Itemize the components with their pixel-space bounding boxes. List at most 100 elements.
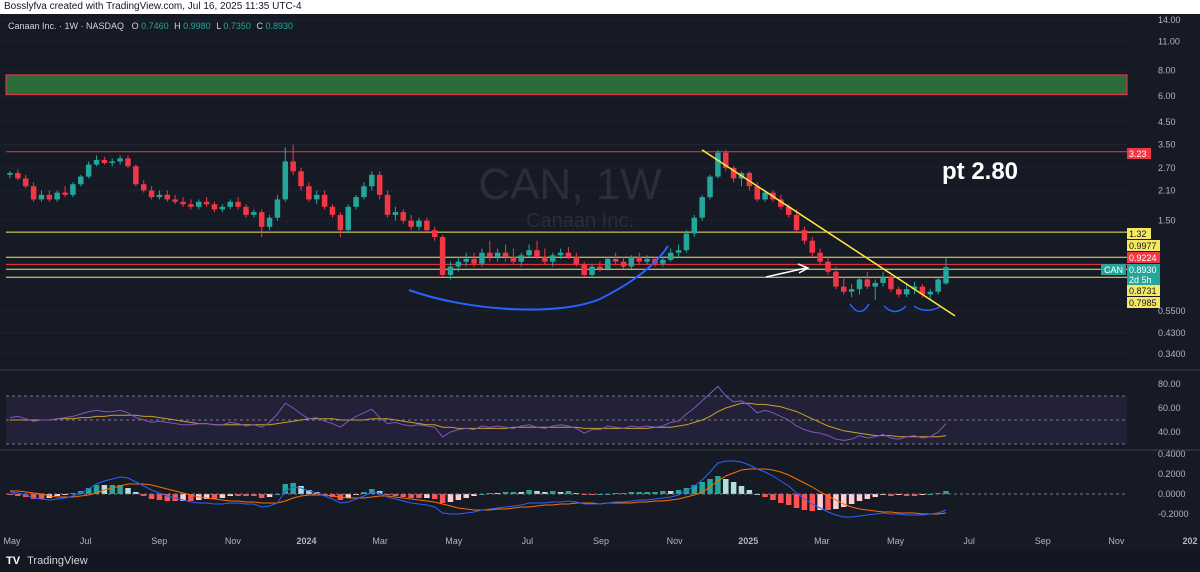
macd-histogram-bar — [439, 494, 446, 503]
resistance-zone[interactable] — [5, 74, 1128, 96]
tradingview-brand[interactable]: TradingView — [27, 555, 88, 567]
candle-body — [125, 158, 131, 167]
macd-histogram-bar — [345, 494, 351, 498]
candle-body — [345, 206, 351, 231]
tradingview-logo-icon[interactable]: TV — [6, 555, 21, 567]
bottom-curves[interactable] — [849, 303, 941, 313]
candle-body — [447, 266, 454, 275]
macd-histogram-bar — [699, 482, 705, 494]
macd-histogram-bar — [762, 494, 768, 497]
chart-area[interactable]: CAN, 1W Canaan Inc. pt 2.80 — [0, 14, 1200, 550]
candle-body — [856, 279, 863, 290]
macd-histogram-bar — [408, 494, 414, 498]
candle-body — [573, 257, 580, 265]
macd-histogram-bar — [109, 485, 116, 494]
candle-body — [699, 197, 705, 218]
badge-08731: 0.8731 — [1129, 286, 1157, 296]
rsi-lines — [6, 385, 1127, 445]
candle-body — [101, 159, 108, 163]
macd-axis[interactable]: 0.4000 0.2000 0.0000 -0.2000 — [1158, 449, 1189, 519]
author-credit: Bosslyfva created with TradingView.com, … — [4, 1, 302, 12]
candle-body — [785, 206, 792, 215]
candle-body — [864, 279, 871, 287]
candle-body — [282, 161, 289, 200]
candle-body — [46, 194, 53, 200]
macd-histogram-bar — [660, 491, 666, 494]
candle-body — [518, 255, 525, 262]
symbol-legend[interactable]: Canaan Inc. · 1W · NASDAQ O 0.7460 H 0.9… — [8, 21, 293, 31]
macd-histogram-bar — [15, 494, 21, 496]
candle-body — [778, 199, 784, 207]
svg-text:Canaan Inc. · 1W · NASDAQ: Canaan Inc. · 1W · NASDAQ O 0.7460 H 0.9… — [8, 21, 293, 31]
macd-line — [9, 460, 947, 518]
candle-body — [329, 206, 336, 215]
top-bar: Bosslyfva created with TradingView.com, … — [0, 0, 1200, 14]
badge-08731-bg — [1127, 285, 1160, 296]
rsi-pane[interactable] — [6, 385, 1127, 445]
macd-histogram-bar — [597, 494, 603, 495]
macd-histogram-bar — [243, 494, 249, 496]
candle-body — [78, 176, 84, 185]
candle-body — [93, 159, 100, 165]
rounded-bottom-curve[interactable] — [408, 245, 669, 311]
open-value: 0.7460 — [141, 21, 169, 31]
macd-histogram-bar — [298, 486, 304, 494]
macd-histogram-bar — [518, 492, 525, 494]
candle-body — [180, 201, 186, 205]
candle-body — [251, 212, 257, 215]
watermark-ticker: CAN, 1W — [478, 160, 662, 209]
descending-trendline[interactable] — [701, 149, 956, 317]
candle-body — [306, 186, 312, 200]
time-axis-label: May — [445, 536, 463, 546]
candle-body — [376, 174, 383, 195]
macd-histogram-bar — [30, 494, 37, 499]
can-badge-label-bg — [1101, 264, 1126, 275]
candle-body — [15, 172, 21, 179]
price-axis-label: 8.00 — [1158, 65, 1176, 75]
high-value: 0.9980 — [183, 21, 211, 31]
chart-canvas[interactable]: CAN, 1W Canaan Inc. pt 2.80 — [0, 14, 1200, 550]
candle-body — [919, 286, 926, 295]
badge-09977-bg — [1127, 240, 1160, 251]
macd-histogram-bar — [7, 494, 13, 495]
rsi-line — [9, 385, 947, 441]
candle-body — [22, 178, 29, 187]
price-axis[interactable]: 14.00 11.00 8.00 6.00 4.50 3.50 2.70 2.10 1.50 0.… — [1158, 15, 1186, 359]
macd-histogram-bar — [54, 494, 60, 496]
candle-body — [38, 194, 45, 200]
macd-histogram-bar — [188, 494, 194, 501]
macd-histogram-bar — [140, 494, 147, 496]
macd-histogram-bar — [502, 492, 509, 494]
candle-body — [833, 271, 839, 287]
white-arrow[interactable] — [765, 263, 810, 278]
price-levels[interactable] — [6, 151, 1127, 278]
macd-pane[interactable] — [6, 460, 1127, 518]
macd-lines — [6, 460, 1127, 518]
macd-histogram-bar — [746, 490, 753, 494]
can-badge-price: 0.8930 — [1129, 265, 1157, 275]
macd-histogram-bar — [801, 494, 808, 510]
close-label: C — [256, 21, 263, 31]
macd-histogram-bar — [612, 493, 619, 494]
candle-body — [30, 186, 37, 200]
time-axis[interactable]: May Jul Sep Nov 2024 Mar May Jul Sep Nov 2025 Mar Ma… — [3, 536, 1197, 546]
macd-histogram-bar — [667, 491, 674, 494]
badge-132-bg — [1127, 228, 1151, 239]
time-axis-label: Sep — [1035, 536, 1051, 546]
rsi-axis[interactable]: 80.00 60.00 40.00 — [1158, 379, 1181, 437]
candle-body — [172, 199, 178, 202]
rsi-axis-label: 80.00 — [1158, 379, 1181, 389]
macd-histogram-bar — [494, 493, 501, 494]
badge-09977: 0.9977 — [1129, 241, 1157, 251]
can-badge-label: CAN — [1104, 265, 1123, 275]
candle-body — [825, 261, 831, 272]
time-axis-label: Sep — [593, 536, 609, 546]
candle-body — [612, 258, 619, 262]
macd-histogram-bar — [424, 494, 430, 498]
candle-body — [471, 258, 477, 264]
price-target-annotation[interactable]: pt 2.80 — [942, 158, 1018, 185]
candle-body — [353, 197, 359, 207]
macd-histogram-bar — [715, 476, 721, 494]
candle-body — [888, 277, 894, 290]
time-axis-label: Nov — [225, 536, 242, 546]
